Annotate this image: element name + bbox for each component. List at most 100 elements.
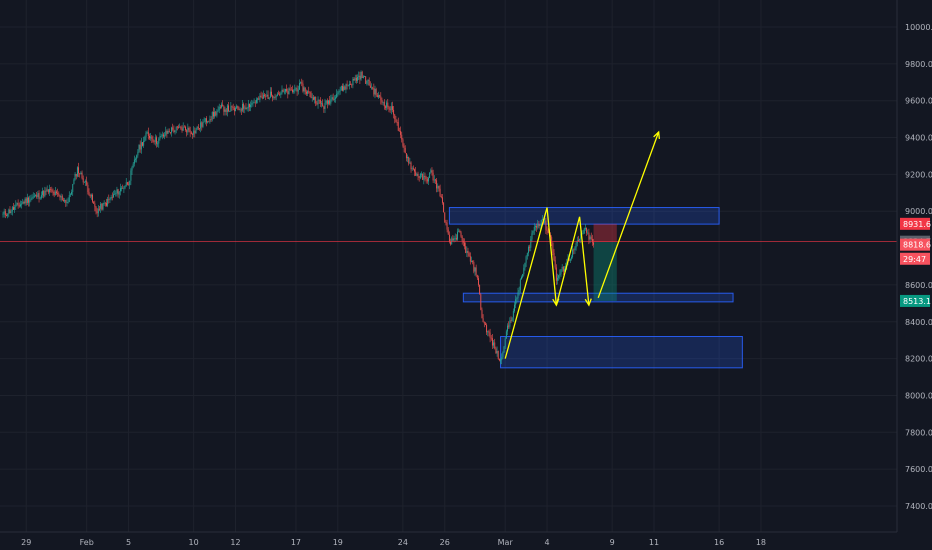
candle-body-437	[510, 320, 512, 322]
candle-body-492	[574, 247, 576, 250]
candle-body-70	[83, 181, 85, 183]
candle-body-355	[415, 171, 417, 176]
candle-body-18	[23, 201, 25, 204]
candle-body-398	[465, 246, 467, 253]
candle-body-17	[22, 201, 24, 204]
candle-body-408	[476, 275, 478, 279]
projection-arrow-0	[504, 207, 557, 359]
candle-body-158	[186, 129, 188, 133]
candle-body-210	[246, 108, 248, 110]
candle-body-144	[169, 132, 171, 134]
candle-body-316	[369, 85, 371, 88]
candle-body-394	[460, 232, 462, 237]
candle-body-217	[254, 102, 256, 104]
candle-body-319	[373, 87, 375, 95]
candle-body-114	[135, 158, 136, 160]
y-tick-label-11: 7600.0	[905, 465, 932, 474]
candle-body-503	[587, 232, 589, 234]
candle-body-218	[255, 99, 257, 103]
candle-body-100	[118, 191, 120, 195]
time-axis[interactable]: 29 Feb 5 10 12 17 19 24 26 Mar 4 9 11 16 18	[21, 538, 766, 547]
candle-body-27	[33, 195, 35, 197]
candle-body-227	[266, 94, 268, 97]
candle-body-446	[521, 276, 522, 280]
candle-body-290	[339, 90, 341, 92]
candle-body-116	[137, 151, 139, 156]
candle-body-480	[560, 269, 562, 274]
candle-body-376	[439, 188, 441, 197]
candle-body-259	[303, 87, 305, 92]
candle-body-272	[318, 99, 320, 101]
candle-body-341	[398, 130, 400, 132]
projection-arrow-2	[597, 131, 660, 299]
candle-body-356	[416, 173, 418, 176]
candle-body-166	[195, 129, 197, 134]
candle-body-406	[474, 267, 476, 272]
candle-body-476	[555, 267, 557, 281]
candle-body-258	[302, 83, 304, 92]
candle-body-49	[59, 195, 61, 198]
candle-body-229	[268, 97, 270, 99]
candle-body-493	[575, 243, 577, 248]
candle-body-138	[162, 134, 164, 137]
candle-body-325	[380, 96, 382, 100]
candle-body-475	[554, 260, 556, 268]
candle-body-473	[552, 242, 554, 254]
candle-body-50	[60, 196, 62, 198]
candle-body-118	[139, 144, 141, 150]
candle-body-196	[230, 106, 232, 112]
candle-body-97	[115, 193, 117, 194]
y-tick-label-10: 7800.0	[905, 428, 932, 437]
candle-body-212	[249, 103, 250, 108]
candle-body-464	[541, 219, 543, 221]
candle-body-68	[81, 172, 83, 179]
candle-body-262	[307, 91, 309, 94]
candle-body-11	[15, 204, 17, 207]
candle-body-265	[310, 92, 312, 98]
candle-body-488	[569, 258, 571, 261]
candle-body-342	[400, 131, 402, 135]
candle-body-304	[355, 77, 357, 81]
candle-body-279	[326, 100, 328, 104]
candle-body-88	[104, 202, 106, 204]
candle-body-301	[352, 78, 354, 86]
candle-body-46	[56, 191, 57, 194]
candle-body-322	[376, 95, 378, 98]
candle-body-33	[40, 194, 42, 198]
candle-body-72	[86, 180, 88, 185]
candle-body-135	[159, 136, 161, 139]
price-axis[interactable]: 10000.0 9800.0 9600.0 9400.0 9200.0 9000.0 860…	[905, 23, 932, 511]
candle-body-186	[218, 106, 220, 111]
candle-body-499	[582, 233, 584, 235]
candle-body-455	[531, 233, 533, 240]
candle-body-195	[229, 111, 231, 112]
candle-body-183	[215, 111, 217, 116]
candle-body-204	[239, 109, 241, 111]
candle-body-76	[90, 194, 92, 197]
candle-body-54	[65, 199, 67, 203]
candle-body-378	[441, 197, 443, 203]
candle-body-220	[258, 98, 260, 100]
candle-body-22	[28, 197, 30, 203]
candle-body-155	[182, 126, 184, 131]
candle-body-402	[469, 256, 471, 262]
candle-body-439	[512, 311, 514, 318]
candle-body-424	[495, 348, 497, 354]
candle-body-125	[147, 132, 149, 136]
candle-body-213	[250, 104, 252, 108]
candle-body-410	[479, 284, 481, 295]
candle-body-77	[92, 194, 93, 202]
candle-body-483	[564, 268, 565, 272]
candle-body-8	[11, 207, 13, 212]
candle-body-507	[591, 238, 593, 243]
candle-body-338	[395, 118, 397, 122]
x-tick-label-14: 18	[756, 538, 766, 547]
candle-body-489	[571, 257, 572, 259]
candle-body-36	[44, 190, 46, 197]
candle-body-314	[367, 79, 369, 81]
candle-body-327	[382, 101, 384, 103]
candle-body-223	[261, 97, 263, 99]
candle-body-374	[437, 185, 439, 189]
x-tick-label-6: 19	[333, 538, 343, 547]
